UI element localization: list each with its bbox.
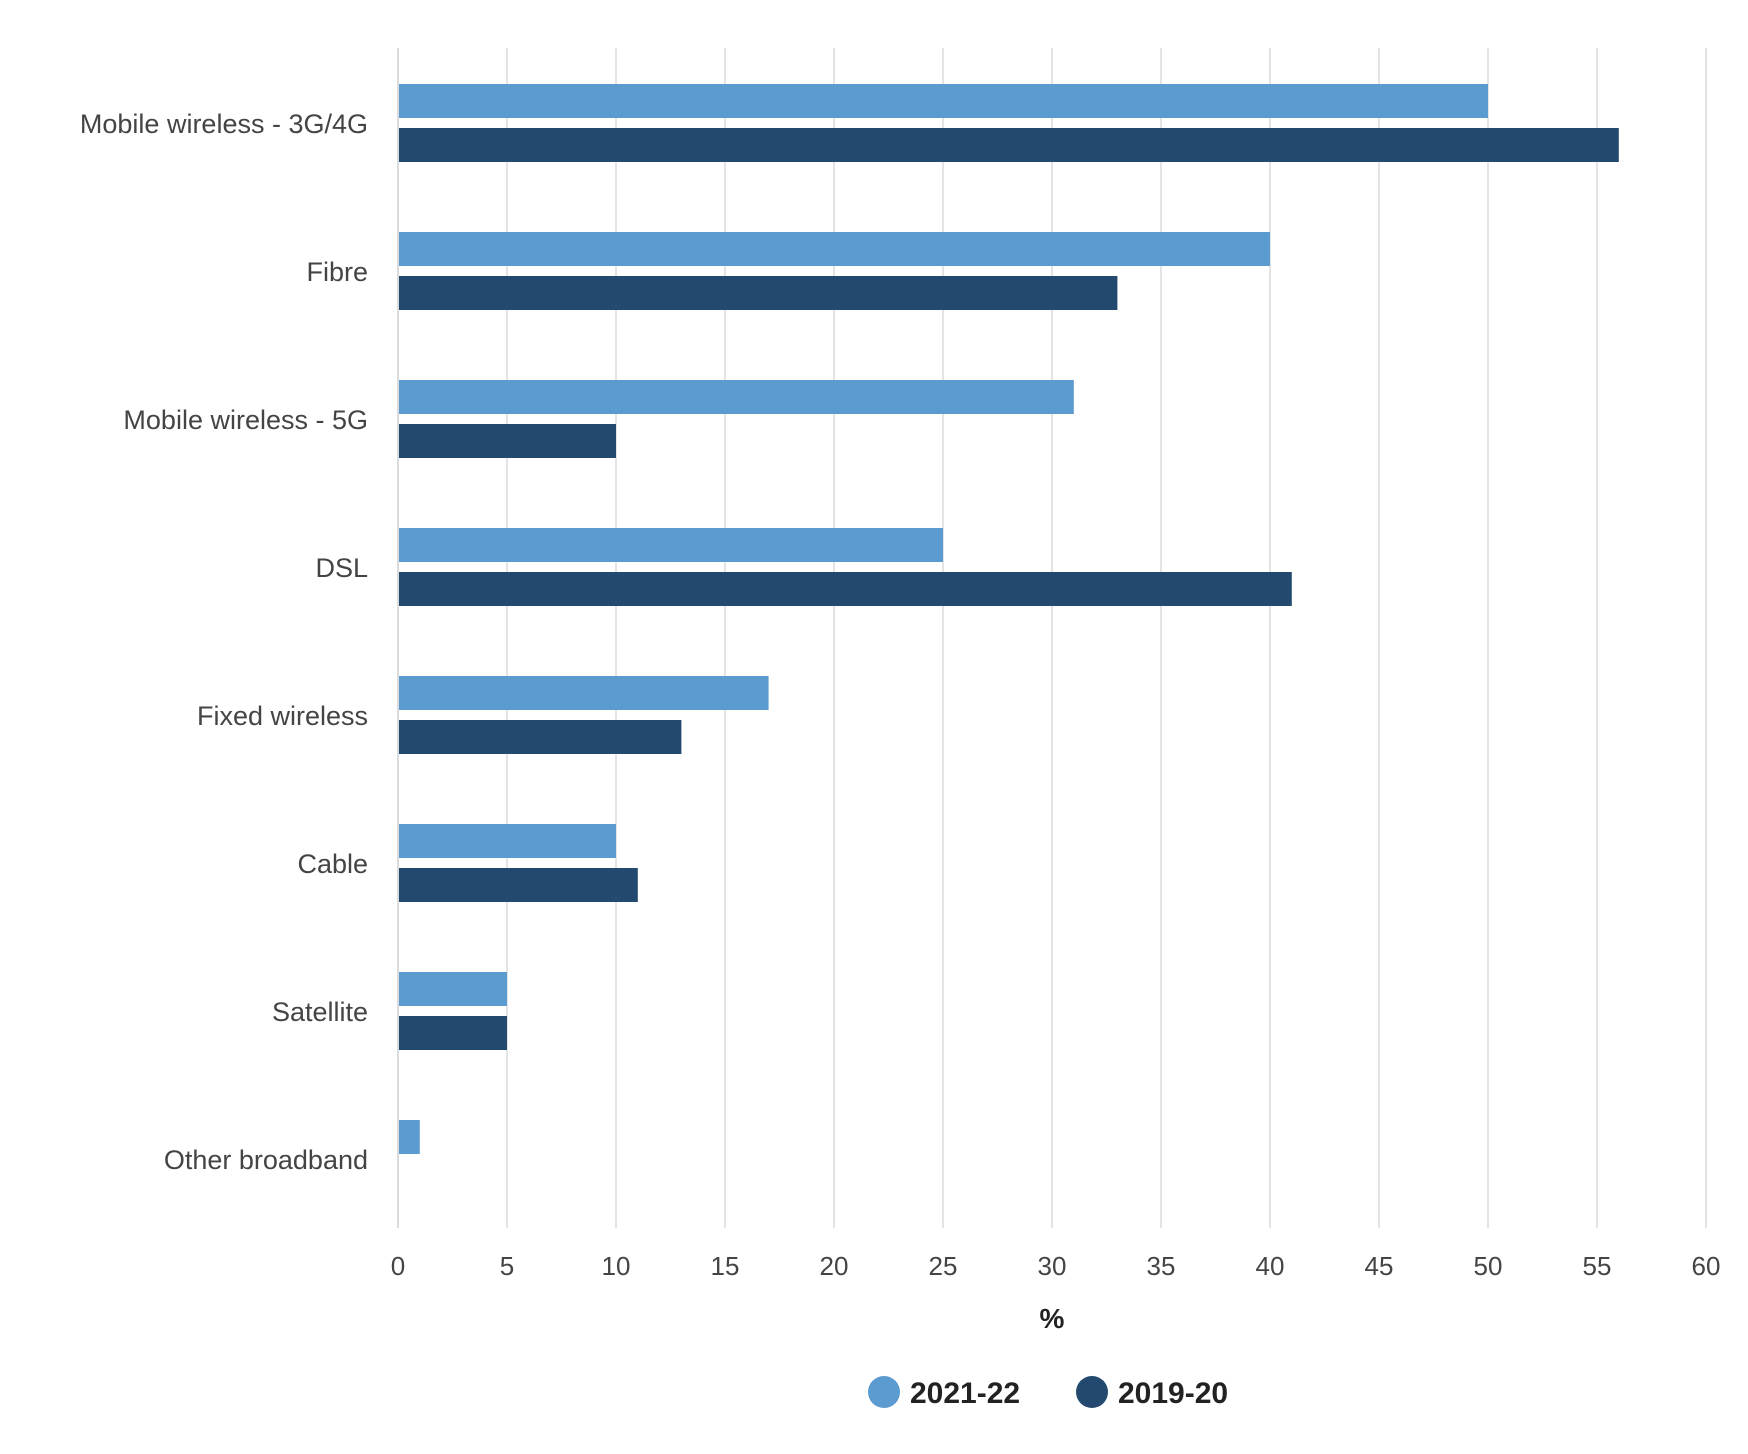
x-tick-label: 25 (929, 1251, 958, 1281)
bar-series1 (399, 528, 943, 562)
x-tick-label: 50 (1474, 1251, 1503, 1281)
bar-series1 (399, 1120, 420, 1154)
x-tick-label: 35 (1147, 1251, 1176, 1281)
bar-series1 (399, 972, 507, 1006)
bar-series2 (399, 128, 1619, 162)
legend: 2021-22 2019-20 (868, 1376, 1228, 1410)
legend-marker (868, 1376, 900, 1408)
x-tick-label: 55 (1583, 1251, 1612, 1281)
category-label: Mobile wireless - 3G/4G (80, 109, 368, 139)
bar-series2 (399, 868, 638, 902)
bar-series2 (399, 720, 682, 754)
axes: 0 5 10 15 20 25 30 35 40 45 50 55 60 (391, 1251, 1721, 1281)
category-label: Cable (297, 849, 368, 879)
bar-series2 (399, 276, 1118, 310)
bar-series1 (399, 84, 1488, 118)
category-label: Fibre (306, 257, 368, 287)
x-tick-label: 40 (1256, 1251, 1285, 1281)
bar-series2 (399, 572, 1292, 606)
x-tick-label: 30 (1038, 1251, 1067, 1281)
bar-series1 (399, 380, 1074, 414)
x-tick-label: 5 (500, 1251, 514, 1281)
bar-series1 (399, 232, 1270, 266)
legend-marker (1076, 1376, 1108, 1408)
category-label: Satellite (272, 997, 368, 1027)
x-tick-label: 60 (1692, 1251, 1721, 1281)
x-tick-label: 20 (820, 1251, 849, 1281)
x-tick-label: 10 (602, 1251, 631, 1281)
x-tick-label: 0 (391, 1251, 405, 1281)
category-label: Other broadband (164, 1145, 368, 1175)
legend-label: 2019-20 (1118, 1377, 1228, 1410)
gridlines (397, 48, 1707, 1228)
bar-series2 (399, 424, 616, 458)
x-axis-title: % (1040, 1303, 1065, 1334)
bar-series2 (399, 1016, 507, 1050)
category-label: Fixed wireless (197, 701, 368, 731)
category-label: DSL (315, 553, 368, 583)
bar-series1 (399, 676, 769, 710)
x-tick-label: 15 (711, 1251, 740, 1281)
bars (399, 84, 1619, 1154)
category-labels: Mobile wireless - 3G/4G Fibre Mobile wirel… (80, 109, 368, 1175)
x-tick-label: 45 (1365, 1251, 1394, 1281)
legend-label: 2021-22 (910, 1377, 1020, 1410)
bar-series1 (399, 824, 616, 858)
category-label: Mobile wireless - 5G (123, 405, 368, 435)
